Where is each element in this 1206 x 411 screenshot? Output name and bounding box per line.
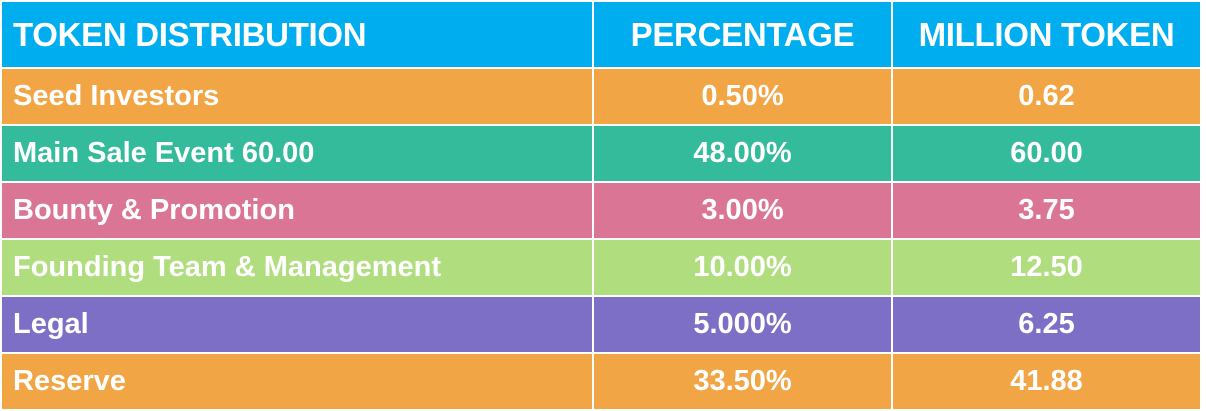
million-token-cell: 12.50	[891, 240, 1200, 295]
percentage-cell: 48.00%	[592, 126, 891, 181]
percentage-cell: 0.50%	[592, 69, 891, 124]
category-cell: Reserve	[13, 365, 126, 397]
percentage-cell: 33.50%	[592, 354, 891, 409]
percentage-cell: 3.00%	[592, 183, 891, 238]
category-cell: Seed Investors	[13, 80, 220, 112]
category-cell: Main Sale Event 60.00	[13, 137, 315, 169]
table-row-reserve: Reserve 33.50% 41.88	[2, 354, 1200, 411]
header-percentage: PERCENTAGE	[592, 2, 891, 67]
million-token-cell: 3.75	[891, 183, 1200, 238]
percentage-cell: 10.00%	[592, 240, 891, 295]
table-row-bounty-promotion: Bounty & Promotion 3.00% 3.75	[2, 183, 1200, 240]
header-token-distribution: TOKEN DISTRIBUTION	[13, 15, 367, 53]
category-cell: Legal	[13, 308, 89, 340]
million-token-cell: 41.88	[891, 354, 1200, 409]
table-row-seed-investors: Seed Investors 0.50% 0.62	[2, 69, 1200, 126]
million-token-cell: 60.00	[891, 126, 1200, 181]
table-row-founding-team: Founding Team & Management 10.00% 12.50	[2, 240, 1200, 297]
category-cell: Bounty & Promotion	[13, 194, 295, 226]
percentage-cell: 5.000%	[592, 297, 891, 352]
million-token-cell: 0.62	[891, 69, 1200, 124]
million-token-cell: 6.25	[891, 297, 1200, 352]
header-million-token: MILLION TOKEN	[891, 2, 1200, 67]
category-cell: Founding Team & Management	[13, 251, 442, 283]
table-row-main-sale-event: Main Sale Event 60.00 48.00% 60.00	[2, 126, 1200, 183]
table-row-legal: Legal 5.000% 6.25	[2, 297, 1200, 354]
table-header-row: TOKEN DISTRIBUTION PERCENTAGE MILLION TO…	[2, 2, 1200, 69]
